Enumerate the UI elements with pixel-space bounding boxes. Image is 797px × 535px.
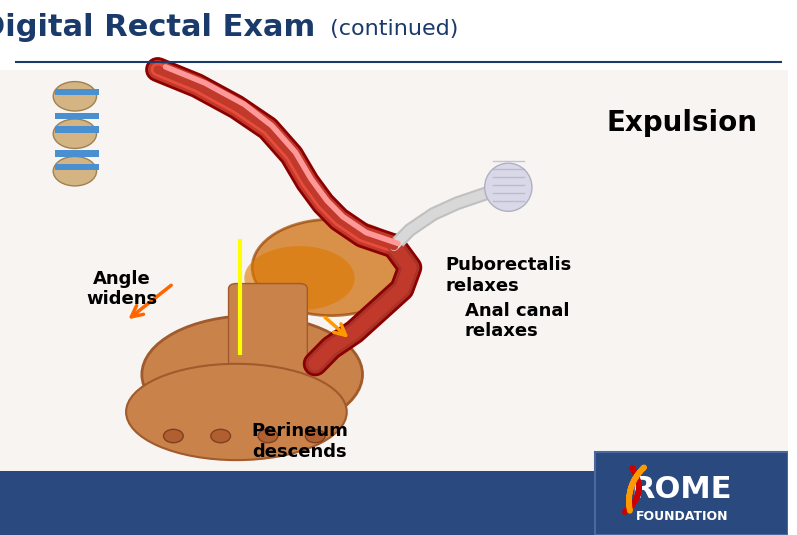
FancyBboxPatch shape <box>0 471 788 535</box>
FancyBboxPatch shape <box>0 70 788 471</box>
Text: Perineum
descends: Perineum descends <box>251 422 348 461</box>
FancyBboxPatch shape <box>55 150 99 157</box>
FancyBboxPatch shape <box>55 164 99 170</box>
Ellipse shape <box>485 163 532 211</box>
Text: Angle
widens: Angle widens <box>87 270 158 308</box>
Text: FOUNDATION: FOUNDATION <box>635 510 728 523</box>
Ellipse shape <box>53 82 96 111</box>
Ellipse shape <box>126 364 347 460</box>
FancyBboxPatch shape <box>55 89 99 95</box>
Text: Anal canal
relaxes: Anal canal relaxes <box>465 302 570 340</box>
Ellipse shape <box>53 119 96 149</box>
FancyBboxPatch shape <box>229 284 308 380</box>
Ellipse shape <box>53 157 96 186</box>
Text: (continued): (continued) <box>323 19 458 39</box>
Ellipse shape <box>163 429 183 443</box>
Ellipse shape <box>305 429 325 443</box>
Ellipse shape <box>245 246 355 310</box>
FancyArrowPatch shape <box>629 467 644 511</box>
FancyBboxPatch shape <box>595 452 788 535</box>
Ellipse shape <box>211 429 230 443</box>
FancyBboxPatch shape <box>55 126 99 133</box>
FancyArrowPatch shape <box>625 468 639 512</box>
Text: Expulsion: Expulsion <box>607 109 758 137</box>
Ellipse shape <box>252 219 410 316</box>
Text: Puborectalis
relaxes: Puborectalis relaxes <box>446 256 571 295</box>
Ellipse shape <box>258 429 278 443</box>
FancyBboxPatch shape <box>55 113 99 119</box>
Text: ROME: ROME <box>631 475 732 504</box>
Text: Digital Rectal Exam: Digital Rectal Exam <box>0 13 315 42</box>
Ellipse shape <box>142 316 363 433</box>
